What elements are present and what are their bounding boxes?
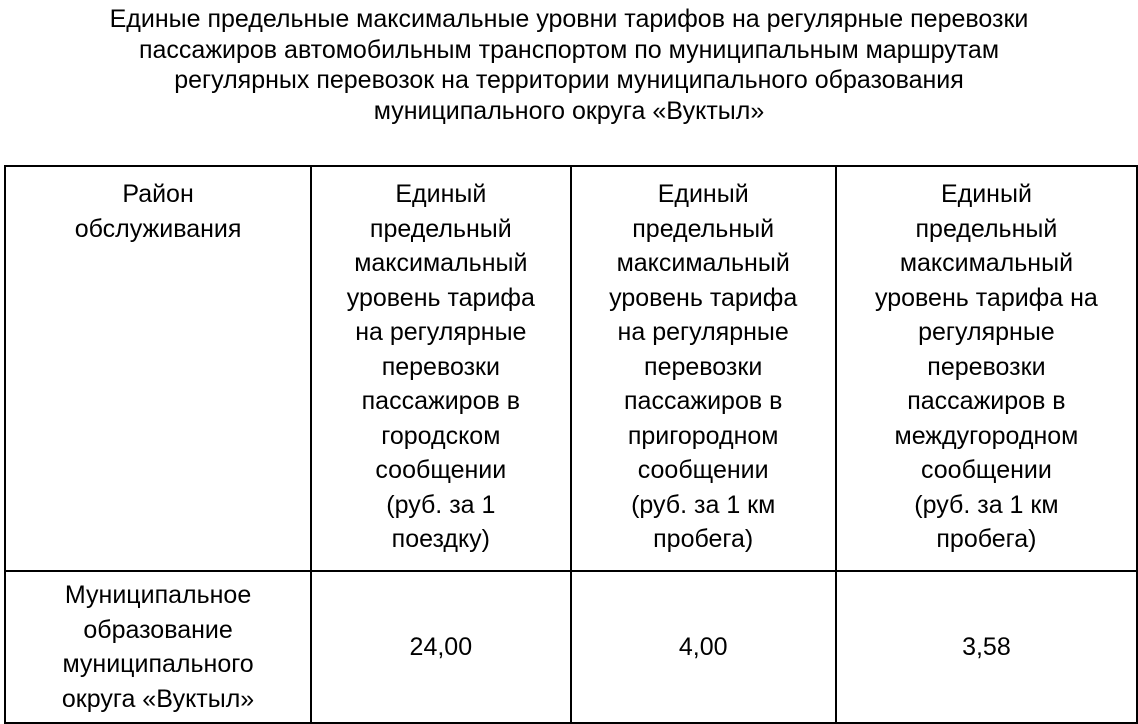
header-service-area: Район обслуживания [3,165,313,572]
document-title: Единые предельные максимальные уровни та… [109,5,1029,125]
cell-city-tariff: 24,00 [310,570,572,724]
table-header-row: Район обслуживания Единый предельный мак… [3,165,1138,572]
cell-service-area: Муниципальное образование муниципального… [3,570,313,724]
cell-intercity-tariff: 3,58 [834,570,1138,724]
header-city-tariff: Единый предельный максимальный уровень т… [310,165,572,572]
header-intercity-tariff: Единый предельный максимальный уровень т… [834,165,1138,572]
header-suburban-tariff: Единый предельный максимальный уровень т… [569,165,837,572]
tariff-table: Район обслуживания Единый предельный мак… [3,165,1138,724]
table-row: Муниципальное образование муниципального… [3,570,1138,724]
cell-suburban-tariff: 4,00 [569,570,837,724]
